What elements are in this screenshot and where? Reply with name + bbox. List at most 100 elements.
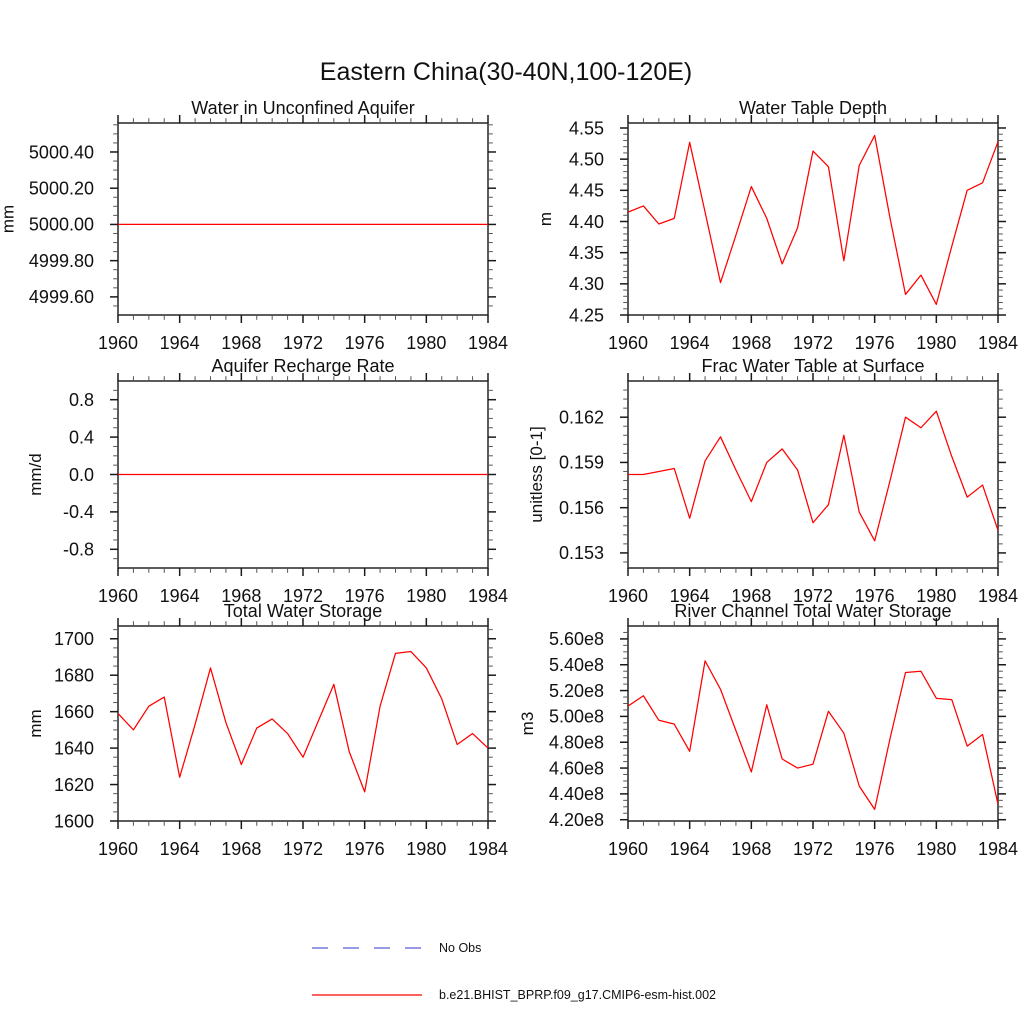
y-tick-label: 1620 [54, 775, 94, 795]
y-tick-label: 4999.80 [29, 251, 94, 271]
subplot-total-water-storage: 1960 1964 1968 1972 1976 1980 1984 1600 1620 1640… [26, 601, 508, 859]
subplot-water-in-unconfined-aquifer: 1960 1964 1968 1972 1976 1980 1984 4999.60 4999.… [0, 98, 508, 353]
y-tick-label: 0.153 [559, 543, 604, 563]
plot-frame [627, 380, 999, 569]
x-tick-label: 1972 [283, 333, 323, 353]
data-line-total-water-storage [117, 650, 489, 793]
y-axis-label: m [536, 212, 555, 226]
subplot-title: Frac Water Table at Surface [701, 356, 924, 376]
x-tick-label: 1980 [406, 333, 446, 353]
y-tick-label: 5.60e8 [549, 629, 604, 649]
x-tick-label: 1960 [98, 586, 138, 606]
x-tick-label: 1984 [978, 586, 1018, 606]
y-tick-label: 4.35 [569, 243, 604, 263]
x-tick-label: 1964 [670, 333, 710, 353]
data-line-water-table-depth [627, 134, 999, 306]
x-tick-label: 1980 [916, 839, 956, 859]
y-tick-label: 1640 [54, 738, 94, 758]
x-tick-label: 1976 [345, 333, 385, 353]
x-tick-label: 1976 [855, 333, 895, 353]
y-tick-label: 4.30 [569, 274, 604, 294]
plot-frame [627, 625, 999, 822]
y-tick-label: 0.156 [559, 498, 604, 518]
y-tick-label: 4.50 [569, 149, 604, 169]
y-tick-label: 0.4 [69, 427, 94, 447]
x-tick-label: 1968 [221, 586, 261, 606]
y-tick-label: 4.60e8 [549, 758, 604, 778]
x-tick-label: 1972 [283, 586, 323, 606]
x-tick-label: 1984 [468, 333, 508, 353]
x-tick-label: 1984 [468, 586, 508, 606]
x-tick-label: 1976 [345, 586, 385, 606]
page-title: Eastern China(30-40N,100-120E) [319, 58, 693, 86]
x-tick-label: 1976 [345, 839, 385, 859]
y-tick-label: 4.80e8 [549, 733, 604, 753]
y-tick-label: 1660 [54, 702, 94, 722]
x-tick-label: 1980 [916, 586, 956, 606]
x-tick-label: 1984 [468, 839, 508, 859]
x-tick-label: 1980 [406, 839, 446, 859]
x-tick-label: 1964 [160, 586, 200, 606]
plot-frame [117, 625, 489, 822]
y-tick-label: 4.20e8 [549, 810, 604, 830]
subplot-water-table-depth: 1960 1964 1968 1972 1976 1980 1984 4.25 4.30 4.35… [536, 98, 1018, 353]
subplot-aquifer-recharge-rate: 1960 1964 1968 1972 1976 1980 1984 -0.8 -0.4 0.0 0… [26, 356, 508, 606]
y-tick-label: 4.40e8 [549, 784, 604, 804]
subplot-river-channel-total-water-storage: 1960 1964 1968 1972 1976 1980 1984 4.20e8 4.40e8… [518, 601, 1018, 859]
x-tick-label: 1976 [855, 839, 895, 859]
x-tick-label: 1968 [731, 586, 771, 606]
y-tick-label: 0.162 [559, 407, 604, 427]
subplot-title: Total Water Storage [224, 601, 382, 621]
y-tick-label: 5000.40 [29, 142, 94, 162]
subplot-title: Water Table Depth [739, 98, 887, 118]
y-tick-label: 5.00e8 [549, 707, 604, 727]
y-tick-label: 4.55 [569, 118, 604, 138]
y-axis-label: m3 [518, 712, 537, 736]
x-tick-label: 1960 [608, 586, 648, 606]
x-tick-label: 1960 [608, 839, 648, 859]
x-tick-label: 1960 [98, 839, 138, 859]
y-tick-label: 5000.20 [29, 179, 94, 199]
x-tick-label: 1968 [731, 333, 771, 353]
x-tick-label: 1968 [221, 333, 261, 353]
subplot-title: Aquifer Recharge Rate [211, 356, 394, 376]
x-tick-label: 1980 [916, 333, 956, 353]
y-tick-label: 0.8 [69, 390, 94, 410]
y-tick-label: 1700 [54, 629, 94, 649]
y-tick-label: 5.20e8 [549, 681, 604, 701]
y-tick-label: 4.45 [569, 181, 604, 201]
x-tick-label: 1984 [978, 839, 1018, 859]
x-tick-label: 1964 [160, 333, 200, 353]
x-tick-label: 1972 [793, 586, 833, 606]
x-tick-label: 1980 [406, 586, 446, 606]
x-tick-label: 1984 [978, 333, 1018, 353]
x-tick-label: 1968 [221, 839, 261, 859]
plot-frame [117, 122, 489, 316]
x-tick-label: 1960 [98, 333, 138, 353]
y-axis-label: unitless [0-1] [527, 426, 546, 522]
subplot-frac-water-table-at-surface: 1960 1964 1968 1972 1976 1980 1984 0.153 0.156 0.… [527, 356, 1018, 606]
y-tick-label: 4.40 [569, 212, 604, 232]
subplot-title: River Channel Total Water Storage [674, 601, 951, 621]
x-tick-label: 1972 [283, 839, 323, 859]
x-tick-label: 1972 [793, 333, 833, 353]
x-tick-label: 1972 [793, 839, 833, 859]
y-tick-label: 5.40e8 [549, 655, 604, 675]
y-tick-label: -0.4 [63, 502, 94, 522]
y-tick-label: 1680 [54, 666, 94, 686]
x-tick-label: 1976 [855, 586, 895, 606]
y-axis-label: mm [0, 205, 18, 233]
y-tick-label: 0.159 [559, 453, 604, 473]
x-tick-label: 1968 [731, 839, 771, 859]
y-tick-label: 4999.60 [29, 287, 94, 307]
y-axis-label: mm [26, 709, 45, 737]
x-tick-label: 1964 [670, 839, 710, 859]
y-tick-label: 4.25 [569, 305, 604, 325]
x-tick-label: 1964 [670, 586, 710, 606]
x-tick-label: 1960 [608, 333, 648, 353]
y-axis-label: mm/d [26, 453, 45, 496]
y-tick-label: 0.0 [69, 465, 94, 485]
data-line-river-channel-total-water-storage [627, 660, 999, 811]
